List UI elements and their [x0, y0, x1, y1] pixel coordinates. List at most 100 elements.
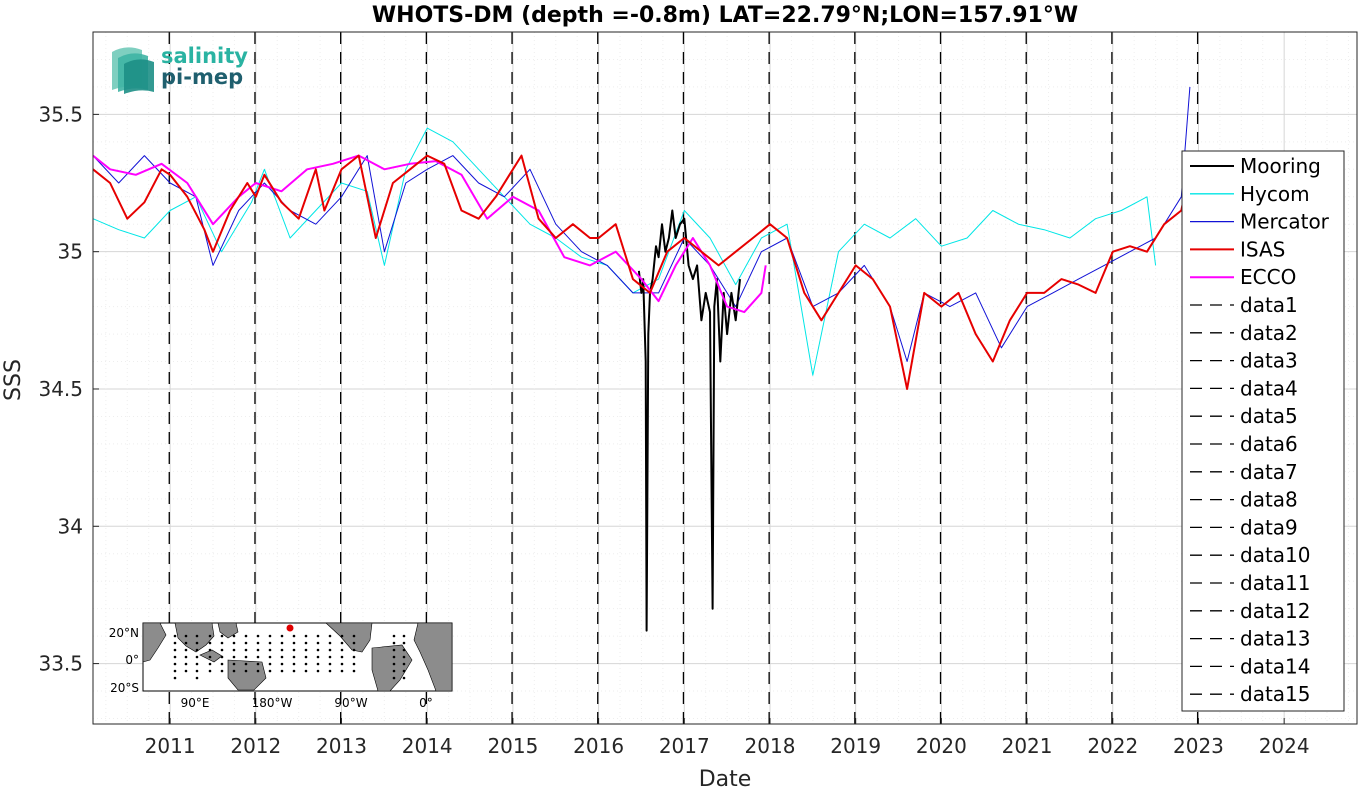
mooring-dot: [402, 669, 406, 673]
mooring-dot: [402, 634, 406, 638]
mooring-dot: [392, 676, 396, 680]
inset-location-map: 20°N 0° 20°S 90°E 180°W 90°W 0°: [109, 622, 453, 710]
mooring-dot: [184, 669, 188, 673]
mooring-dot: [195, 655, 199, 659]
wave-logo-icon: [112, 47, 154, 94]
mooring-dot: [244, 641, 248, 645]
mooring-dot: [304, 669, 308, 673]
series-line-mooring: [637, 209, 741, 632]
x-tick-label: 2011: [145, 734, 196, 758]
x-tick-label: 2012: [230, 734, 281, 758]
legend-label: ISAS: [1240, 237, 1285, 261]
legend-label: data4: [1240, 376, 1298, 400]
mooring-dot: [316, 648, 320, 652]
mooring-dot: [256, 669, 260, 673]
mooring-dot: [392, 641, 396, 645]
series-line-ecco: [92, 154, 767, 314]
x-tick-label: 2023: [1173, 734, 1224, 758]
mooring-dot: [195, 641, 199, 645]
mooring-dot: [280, 634, 284, 638]
x-tick-label: 2024: [1259, 734, 1310, 758]
mooring-dot: [173, 669, 177, 673]
mooring-dot: [195, 676, 199, 680]
legend-label: data11: [1240, 571, 1311, 595]
legend-label: data7: [1240, 460, 1298, 484]
map-lon-label-90w: 90°W: [334, 696, 367, 710]
mooring-dot: [392, 648, 396, 652]
mooring-dot: [256, 634, 260, 638]
x-tick-label: 2021: [1002, 734, 1053, 758]
y-tick-label: 35.5: [38, 102, 83, 126]
mooring-dot: [195, 669, 199, 673]
y-tick-labels: 33.5 34 34.5 35 35.5: [38, 102, 99, 676]
mooring-dot: [208, 669, 212, 673]
mooring-dot: [256, 648, 260, 652]
mooring-dot: [268, 634, 272, 638]
mooring-dot: [280, 641, 284, 645]
mooring-dot: [232, 669, 236, 673]
x-tick-labels: 2011 2012 2013 2014 2015 2016 2017 2018 2019 2020…: [145, 718, 1310, 758]
mooring-dot: [173, 648, 177, 652]
x-tick-label: 2018: [745, 734, 796, 758]
y-tick-label: 34.5: [38, 377, 83, 401]
mooring-dot: [392, 634, 396, 638]
mooring-dot: [292, 641, 296, 645]
mooring-dot: [304, 655, 308, 659]
mooring-dot: [340, 655, 344, 659]
legend-label: Hycom: [1240, 182, 1310, 206]
mooring-dot: [268, 662, 272, 666]
mooring-dot: [173, 676, 177, 680]
mooring-dot: [184, 662, 188, 666]
mooring-dot: [244, 662, 248, 666]
mooring-dot: [208, 662, 212, 666]
legend: Mooring Hycom Mercator ISAS ECCO data1 data2 da…: [1181, 150, 1345, 712]
mooring-dot: [392, 662, 396, 666]
whots-location-marker: [286, 624, 294, 632]
legend-label: data3: [1240, 349, 1298, 373]
mooring-dot: [268, 669, 272, 673]
legend-label: data9: [1240, 515, 1298, 539]
mooring-dot: [304, 662, 308, 666]
mooring-dot: [220, 669, 224, 673]
mooring-dot: [208, 648, 212, 652]
mooring-dot: [232, 634, 236, 638]
mooring-dot: [328, 669, 332, 673]
legend-label: data13: [1240, 627, 1311, 651]
mooring-dot: [256, 641, 260, 645]
mooring-dot: [173, 634, 177, 638]
mooring-dot: [220, 662, 224, 666]
mooring-dot: [328, 655, 332, 659]
legend-label: data5: [1240, 404, 1298, 428]
mooring-dot: [173, 641, 177, 645]
mooring-dot: [340, 662, 344, 666]
x-tick-label: 2013: [316, 734, 367, 758]
mooring-dot: [316, 655, 320, 659]
legend-label: Mercator: [1240, 210, 1330, 234]
map-lat-label-0: 0°: [125, 653, 139, 667]
mooring-dot: [173, 655, 177, 659]
x-tick-label: 2016: [573, 734, 624, 758]
mooring-dot: [304, 641, 308, 645]
mooring-dot: [184, 634, 188, 638]
legend-label: data1: [1240, 293, 1298, 317]
mooring-dot: [352, 634, 356, 638]
legend-label: data6: [1240, 432, 1298, 456]
mooring-dot: [244, 648, 248, 652]
mooring-dot: [316, 641, 320, 645]
mooring-dot: [328, 641, 332, 645]
legend-label: data10: [1240, 543, 1311, 567]
mooring-dot: [195, 662, 199, 666]
mooring-dot: [208, 655, 212, 659]
mooring-dot: [402, 641, 406, 645]
mooring-dot: [316, 634, 320, 638]
x-tick-label: 2020: [916, 734, 967, 758]
legend-label: data2: [1240, 321, 1298, 345]
mooring-dot: [208, 641, 212, 645]
mooring-array-dots: [173, 634, 406, 680]
logo-line1: salinity: [161, 44, 248, 68]
x-axis-label: Date: [699, 767, 752, 790]
mooring-dot: [402, 648, 406, 652]
x-tick-label: 2022: [1087, 734, 1138, 758]
mooring-dot: [304, 634, 308, 638]
